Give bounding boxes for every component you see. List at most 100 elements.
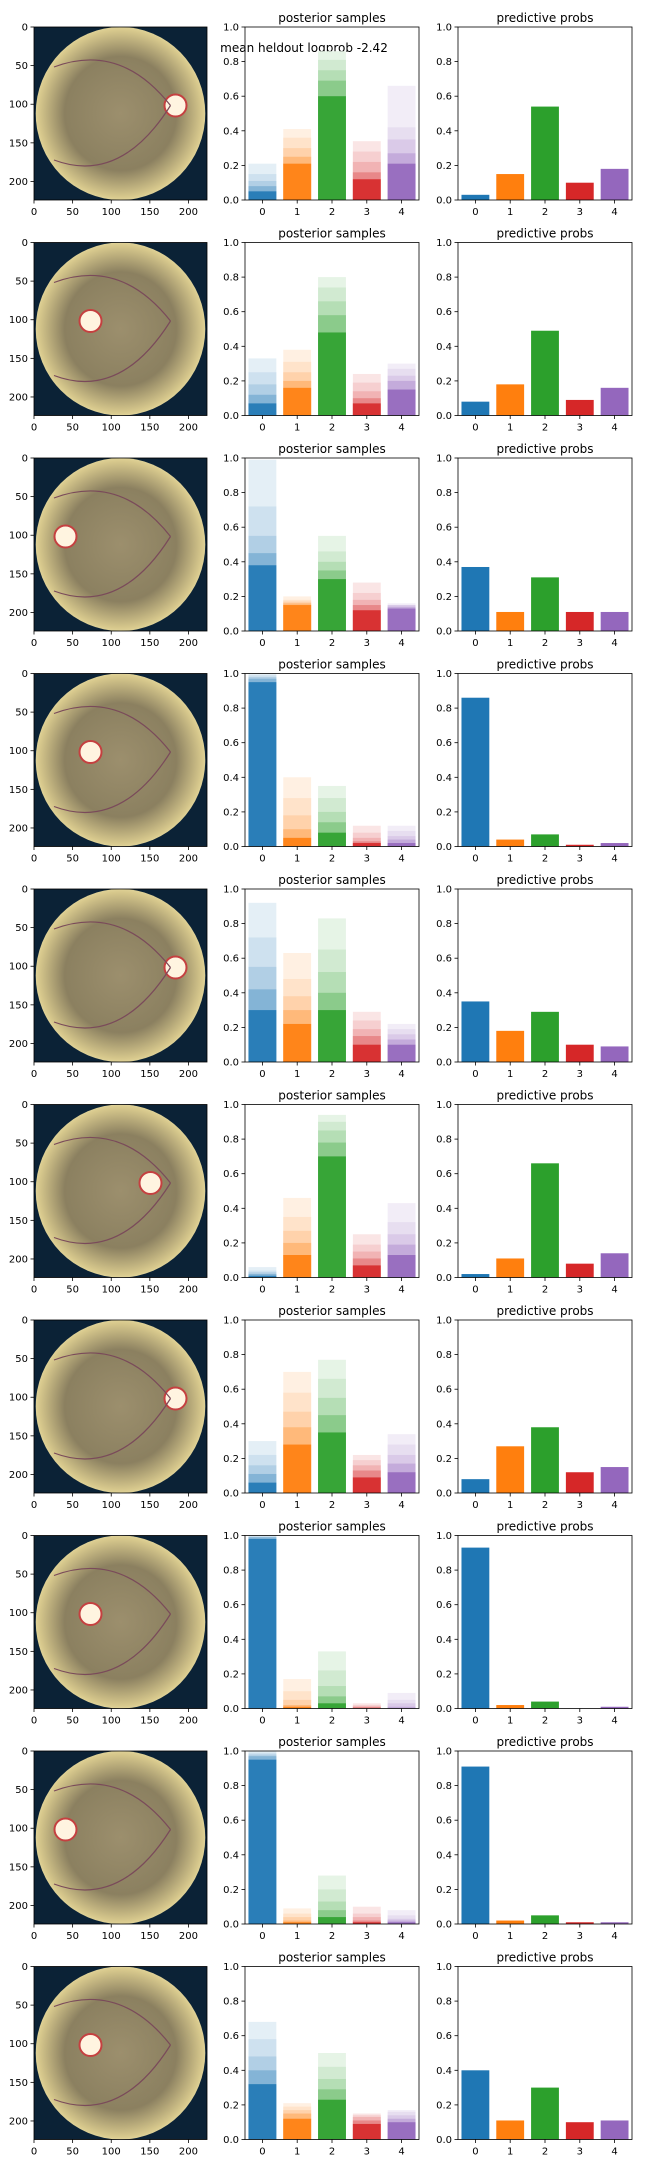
x-tick-label: 100 (102, 854, 121, 865)
y-tick-label: 0.6 (436, 738, 452, 749)
predictive-bar (531, 577, 559, 631)
panel-title: posterior samples (278, 1951, 386, 1965)
y-tick-label: 1.0 (436, 1100, 452, 1111)
posterior-sample-bar (387, 2122, 416, 2140)
y-tick-label: 100 (9, 2039, 28, 2050)
posterior-sample-bar (352, 1922, 381, 1924)
x-tick-label: 200 (179, 854, 198, 865)
vessel-icon (53, 1398, 172, 1460)
x-tick-label: 0 (259, 1500, 265, 1511)
x-tick-label: 2 (329, 1931, 335, 1942)
panel-row-3-image: 0 50 100 150 200 0 50 100 150 200 (9, 454, 208, 649)
x-tick-label: 0 (259, 638, 265, 649)
panel-row-6-predictive: predictive probs 0 1 2 3 4 0.0 0.2 0.4 0.6 0.8 1.0 (436, 1089, 633, 1296)
panel-row-6-posterior: posterior samples 0 1 2 3 4 0.0 0.2 0.4 0.6 0.8 1.0 (223, 1089, 420, 1296)
y-tick-label: 50 (15, 1139, 28, 1150)
panel-row-7-image: 0 50 100 150 200 0 50 100 150 200 (9, 1316, 208, 1511)
x-tick-label: 2 (329, 2147, 335, 2158)
x-tick-label: 3 (577, 1931, 583, 1942)
optic-disc-icon (78, 309, 103, 333)
y-tick-label: 0.8 (436, 1997, 452, 2008)
y-tick-label: 200 (9, 823, 28, 834)
x-tick-label: 1 (294, 854, 300, 865)
y-tick-label: 100 (9, 1393, 28, 1404)
panel-title: posterior samples (278, 873, 386, 887)
y-tick-label: 150 (9, 2078, 28, 2089)
x-tick-label: 1 (507, 423, 513, 434)
y-tick-label: 0.8 (223, 704, 239, 715)
x-tick-label: 150 (140, 1285, 159, 1296)
x-tick-label: 3 (577, 207, 583, 218)
x-tick-label: 4 (398, 1931, 404, 1942)
retina-fundus-icon (35, 1751, 206, 1924)
y-tick-label: 0.2 (223, 807, 239, 818)
y-tick-label: 1.0 (436, 454, 452, 465)
y-tick-label: 0.4 (436, 342, 452, 353)
x-tick-label: 1 (294, 1285, 300, 1296)
x-tick-label: 2 (542, 423, 548, 434)
y-tick-label: 0.6 (436, 523, 452, 534)
y-tick-label: 0.6 (436, 1385, 452, 1396)
vessel-icon (53, 320, 172, 383)
y-tick-label: 0.6 (436, 954, 452, 965)
y-tick-label: 50 (15, 2001, 28, 2012)
posterior-sample-bar (318, 1703, 346, 1709)
x-tick-label: 4 (611, 1069, 617, 1080)
y-tick-label: 0.4 (223, 342, 239, 353)
y-tick-label: 0.2 (223, 161, 239, 172)
posterior-sample-bar (283, 163, 312, 200)
y-tick-label: 1.0 (436, 885, 452, 896)
x-tick-label: 1 (507, 207, 513, 218)
y-tick-label: 0.0 (436, 196, 452, 207)
x-tick-label: 0 (472, 423, 478, 434)
predictive-bar (496, 1446, 525, 1493)
panel-row-2-image: 0 50 100 150 200 0 50 100 150 200 (9, 238, 208, 434)
x-tick-label: 3 (577, 638, 583, 649)
panel-title: predictive probs (496, 442, 593, 456)
x-tick-label: 150 (140, 638, 159, 649)
posterior-sample-bar (318, 1156, 346, 1278)
x-tick-label: 150 (140, 1931, 159, 1942)
panel-title: posterior samples (278, 11, 386, 25)
posterior-sample-bar (318, 96, 346, 200)
posterior-sample-bar (352, 1044, 381, 1062)
y-tick-label: 0.0 (223, 1489, 239, 1500)
y-tick-label: 0.6 (223, 1600, 239, 1611)
y-tick-label: 200 (9, 392, 28, 403)
panel-row-6-image: 0 50 100 150 200 0 50 100 150 200 (9, 1100, 208, 1296)
optic-disc-icon (163, 93, 188, 118)
y-tick-label: 0.0 (223, 1058, 239, 1069)
x-tick-label: 1 (507, 1285, 513, 1296)
x-tick-label: 1 (507, 1931, 513, 1942)
panel-row-3-predictive: predictive probs 0 1 2 3 4 0.0 0.2 0.4 0.6 0.8 1.0 (436, 442, 633, 649)
panel-row-7-predictive: predictive probs 0 1 2 3 4 0.0 0.2 0.4 0.6 0.8 1.0 (436, 1304, 633, 1511)
predictive-bar (600, 1922, 629, 1924)
y-tick-label: 0.2 (436, 161, 452, 172)
y-tick-label: 200 (9, 608, 28, 619)
vessel-icon (53, 105, 172, 167)
predictive-bar (565, 844, 594, 847)
optic-disc-icon (78, 1602, 103, 1626)
posterior-sample-bar (283, 1023, 312, 1062)
predictive-bar (600, 611, 629, 631)
predictive-bar (565, 1044, 594, 1062)
x-tick-label: 3 (364, 1931, 370, 1942)
x-tick-label: 4 (398, 423, 404, 434)
x-tick-label: 3 (364, 1069, 370, 1080)
posterior-sample-bar (318, 1432, 346, 1493)
x-tick-label: 4 (611, 854, 617, 865)
x-tick-label: 50 (66, 638, 79, 649)
predictive-bar (531, 106, 559, 200)
x-tick-label: 1 (294, 207, 300, 218)
predictive-bar (461, 1274, 490, 1278)
y-tick-label: 0.0 (223, 1920, 239, 1931)
x-tick-label: 0 (31, 854, 37, 865)
x-tick-label: 2 (329, 1500, 335, 1511)
y-tick-label: 0.4 (436, 988, 452, 999)
y-tick-label: 0.2 (223, 1454, 239, 1465)
x-tick-label: 1 (294, 1500, 300, 1511)
panel-row-1-predictive: predictive probs 0 1 2 3 4 0.0 0.2 0.4 0.6 0.8 1.0 (436, 11, 633, 218)
posterior-sample-bar (387, 1255, 416, 1278)
vessel-icon (53, 536, 172, 598)
